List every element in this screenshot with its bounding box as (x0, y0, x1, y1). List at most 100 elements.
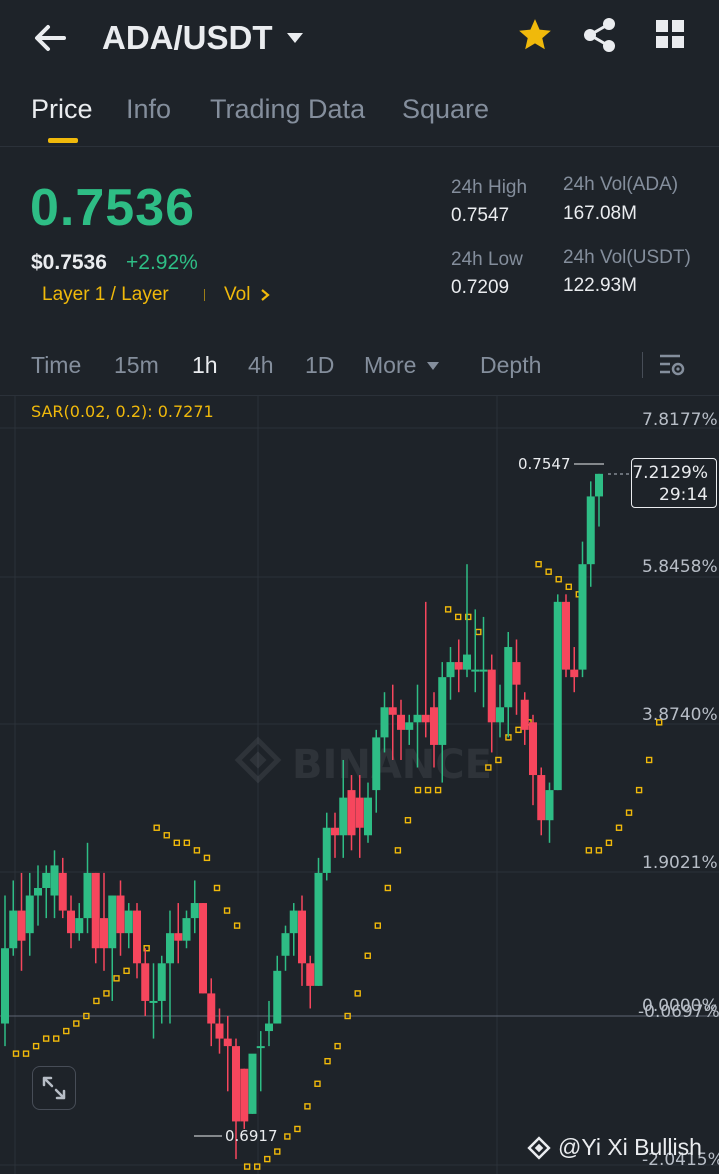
axis-label-0: 7.8177% (642, 410, 718, 430)
chart-area[interactable]: BINANCE 0.7547 0.6917 SAR(0.02, 0.2): 0.… (0, 396, 719, 1174)
candle (520, 692, 529, 745)
interval-divider (642, 352, 643, 378)
candle (306, 955, 315, 1009)
candle (75, 903, 84, 941)
axis-label-4: 0.0000% (642, 996, 718, 1016)
vol-link[interactable]: Vol (224, 284, 271, 306)
sar-dot (223, 907, 231, 914)
current-pct: 7.2129% (632, 463, 708, 483)
candle (281, 925, 290, 971)
tab-trading-data[interactable]: Trading Data (210, 94, 366, 124)
candle (545, 782, 554, 843)
sar-dot (645, 756, 653, 764)
back-button[interactable] (28, 16, 72, 60)
category-tag[interactable]: Layer 1 / Layer (42, 284, 169, 305)
high-value: 0.7547 (451, 205, 510, 226)
sar-dot (444, 606, 452, 613)
low-marker: 0.6917 (194, 1127, 278, 1145)
candle (248, 1053, 257, 1114)
chart-settings-button[interactable] (658, 352, 686, 378)
binance-logo-icon (527, 1135, 551, 1160)
sar-dot (93, 997, 100, 1005)
interval-more[interactable]: More (364, 352, 440, 379)
candle (421, 601, 430, 738)
sar-dot (284, 1133, 291, 1140)
pair-selector[interactable]: ADA/USDT (102, 16, 305, 60)
vol-ada-label: 24h Vol(ADA) (563, 174, 679, 195)
interval-depth[interactable]: Depth (480, 352, 542, 378)
layout-button[interactable] (654, 18, 686, 50)
sar-dot (535, 561, 542, 568)
back-arrow-icon (35, 25, 66, 51)
candle (116, 880, 125, 956)
high-label: 24h High (451, 177, 528, 198)
sar-dot (294, 1125, 301, 1133)
sar-dot (63, 1027, 70, 1035)
candle (553, 594, 562, 791)
candle (232, 1038, 240, 1160)
candle (446, 647, 455, 700)
candle (397, 699, 405, 760)
tab-square[interactable]: Square (402, 94, 490, 124)
low-label: 24h Low (451, 249, 523, 270)
tag-separator (204, 289, 205, 301)
sar-dot (424, 786, 432, 794)
candles-series (1, 473, 603, 1160)
tab-info[interactable]: Info (126, 94, 172, 124)
candle (67, 895, 75, 949)
watermark-text: BINANCE (292, 742, 492, 788)
candle (298, 895, 306, 986)
sar-dot (465, 613, 472, 621)
interval-1h[interactable]: 1h (192, 352, 218, 378)
credit-text: @Yi Xi Bullish (558, 1134, 702, 1160)
sar-dot (334, 1042, 341, 1050)
sar-dot (384, 884, 392, 892)
candle (586, 481, 595, 587)
sar-dot (515, 726, 522, 734)
candle (124, 903, 133, 949)
sar-dot (233, 922, 241, 929)
candle (50, 850, 59, 919)
grid-icon (656, 20, 684, 48)
candle (578, 541, 587, 678)
chart-settings-icon (660, 354, 685, 376)
sar-dot (12, 1050, 20, 1057)
interval-1d[interactable]: 1D (305, 352, 335, 378)
share-button[interactable] (582, 16, 618, 54)
tab-price[interactable]: Price (31, 94, 93, 124)
candle (562, 594, 570, 678)
sar-dot (625, 809, 633, 816)
sar-dot (123, 967, 130, 975)
candle (273, 955, 282, 1024)
candle (58, 857, 67, 919)
candle (174, 903, 183, 964)
interval-15m[interactable]: 15m (114, 352, 159, 378)
fullscreen-button[interactable] (32, 1066, 76, 1110)
binance-watermark: BINANCE (234, 736, 492, 788)
candle (512, 639, 521, 715)
usd-price: $0.7536 (31, 251, 107, 274)
sar-dot (83, 1012, 90, 1020)
candle (405, 714, 414, 745)
sar-dot (404, 817, 412, 824)
candle (91, 872, 100, 964)
interval-time[interactable]: Time (31, 352, 82, 378)
sar-dot (585, 847, 593, 854)
candle (199, 903, 207, 994)
sar-dot (545, 568, 552, 575)
candle (487, 654, 496, 753)
interval-4h[interactable]: 4h (248, 352, 274, 378)
favorite-button[interactable] (516, 16, 554, 54)
share-icon (584, 18, 615, 52)
main-tabs: Price Info Trading Data Square (0, 76, 719, 147)
candle (537, 767, 546, 836)
candle (149, 963, 158, 1039)
candlestick-chart[interactable]: BINANCE 0.7547 0.6917 (0, 396, 719, 1174)
sar-dot (73, 1020, 80, 1027)
candle (240, 1068, 249, 1129)
axis-label-1: 5.8458% (642, 557, 718, 577)
sar-dot (113, 975, 120, 982)
sar-indicator-label: SAR(0.02, 0.2): 0.7271 (31, 402, 214, 421)
candle (190, 880, 199, 934)
candle (157, 955, 166, 1024)
